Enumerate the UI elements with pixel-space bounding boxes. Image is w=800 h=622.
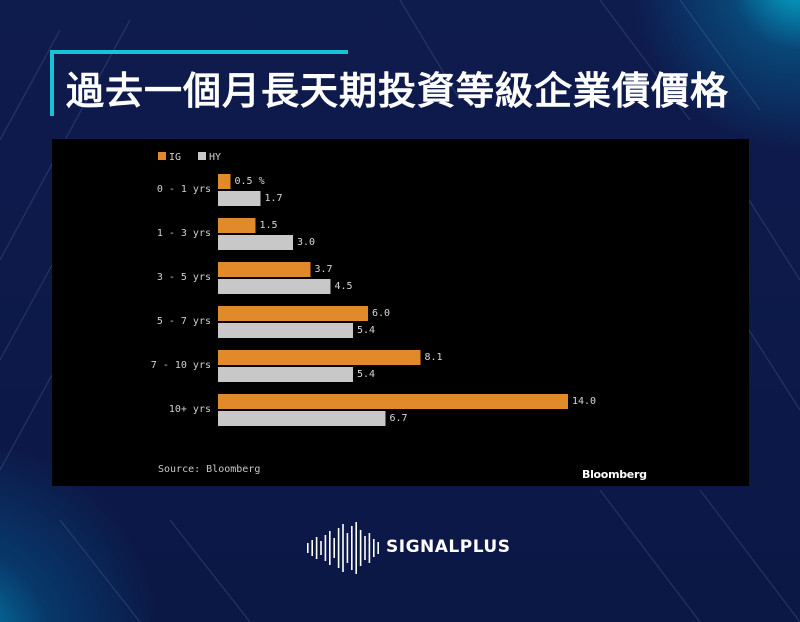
waveform-bar: [351, 526, 353, 570]
hy-bar: [218, 411, 386, 426]
hy-data-label: 6.7: [390, 413, 408, 424]
category-label: 3 - 5 yrs: [157, 272, 211, 283]
waveform-bar: [311, 540, 313, 556]
waveform-bar: [324, 535, 327, 561]
hy-bar: [218, 323, 353, 338]
hy-data-label: 4.5: [335, 281, 353, 292]
chart-source: Source: Bloomberg: [158, 464, 261, 475]
hy-bar: [218, 367, 353, 382]
ig-data-label: 0.5 %: [235, 176, 265, 187]
waveform-bar: [377, 542, 379, 554]
legend-label-hy: HY: [209, 152, 221, 163]
waveform-bar: [320, 541, 322, 555]
waveform-icon: [307, 522, 379, 574]
ig-data-label: 8.1: [425, 352, 443, 363]
ig-bar: [218, 350, 421, 365]
ig-bar: [218, 174, 231, 189]
waveform-bar: [368, 533, 371, 563]
waveform-bar: [364, 536, 366, 560]
waveform-bar: [315, 537, 318, 559]
category-label: 7 - 10 yrs: [151, 360, 211, 371]
signalplus-brand: SIGNALPLUS: [305, 518, 515, 578]
ig-data-label: 14.0: [572, 396, 596, 407]
category-label: 5 - 7 yrs: [157, 316, 211, 327]
ig-data-label: 1.5: [260, 220, 278, 231]
legend-swatch-ig: [158, 152, 166, 160]
waveform-bar: [346, 533, 349, 563]
bar-chart: IG HY 0 - 1 yrs 0.5 %1.7 1 - 3 yrs 1.5 3.0 3 - …: [151, 152, 596, 426]
bloomberg-logo: Bloomberg: [582, 468, 647, 481]
waveform-bar: [337, 528, 340, 568]
waveform-bar: [373, 539, 375, 557]
ig-data-label: 3.7: [315, 264, 333, 275]
hy-bar: [218, 191, 261, 206]
waveform-bar: [342, 524, 344, 572]
ig-bar: [218, 394, 568, 409]
waveform-bar: [307, 543, 309, 553]
legend-label-ig: IG: [169, 152, 181, 163]
ig-bar: [218, 218, 256, 233]
chart-panel: IG HY 0 - 1 yrs 0.5 % 1.7 1 - 3 yrs 1.5 3.0 3 - …: [52, 139, 749, 486]
hy-data-label: 1.7: [265, 193, 283, 204]
title-accent-bar: [50, 50, 348, 54]
ig-bar: [218, 306, 368, 321]
waveform-bar: [355, 522, 357, 574]
hy-bar: [218, 279, 331, 294]
ig-data-label: 6.0: [372, 308, 390, 319]
hy-data-label: 5.4: [357, 325, 375, 336]
waveform-bar: [329, 531, 331, 565]
hy-data-label: 5.4: [357, 369, 375, 380]
category-label: 0 - 1 yrs: [157, 184, 211, 195]
waveform-bar: [359, 530, 362, 566]
brand-name: SIGNALPLUS: [386, 537, 511, 557]
hy-bar: [218, 235, 293, 250]
hy-data-label: 3.0: [297, 237, 315, 248]
waveform-bar: [333, 538, 335, 558]
legend-swatch-hy: [198, 152, 206, 160]
category-label: 10+ yrs: [169, 404, 211, 415]
page-title: 過去一個月長天期投資等級企業債價格: [66, 69, 730, 113]
title-accent-side: [50, 50, 54, 116]
category-label: 1 - 3 yrs: [157, 228, 211, 239]
ig-bar: [218, 262, 311, 277]
